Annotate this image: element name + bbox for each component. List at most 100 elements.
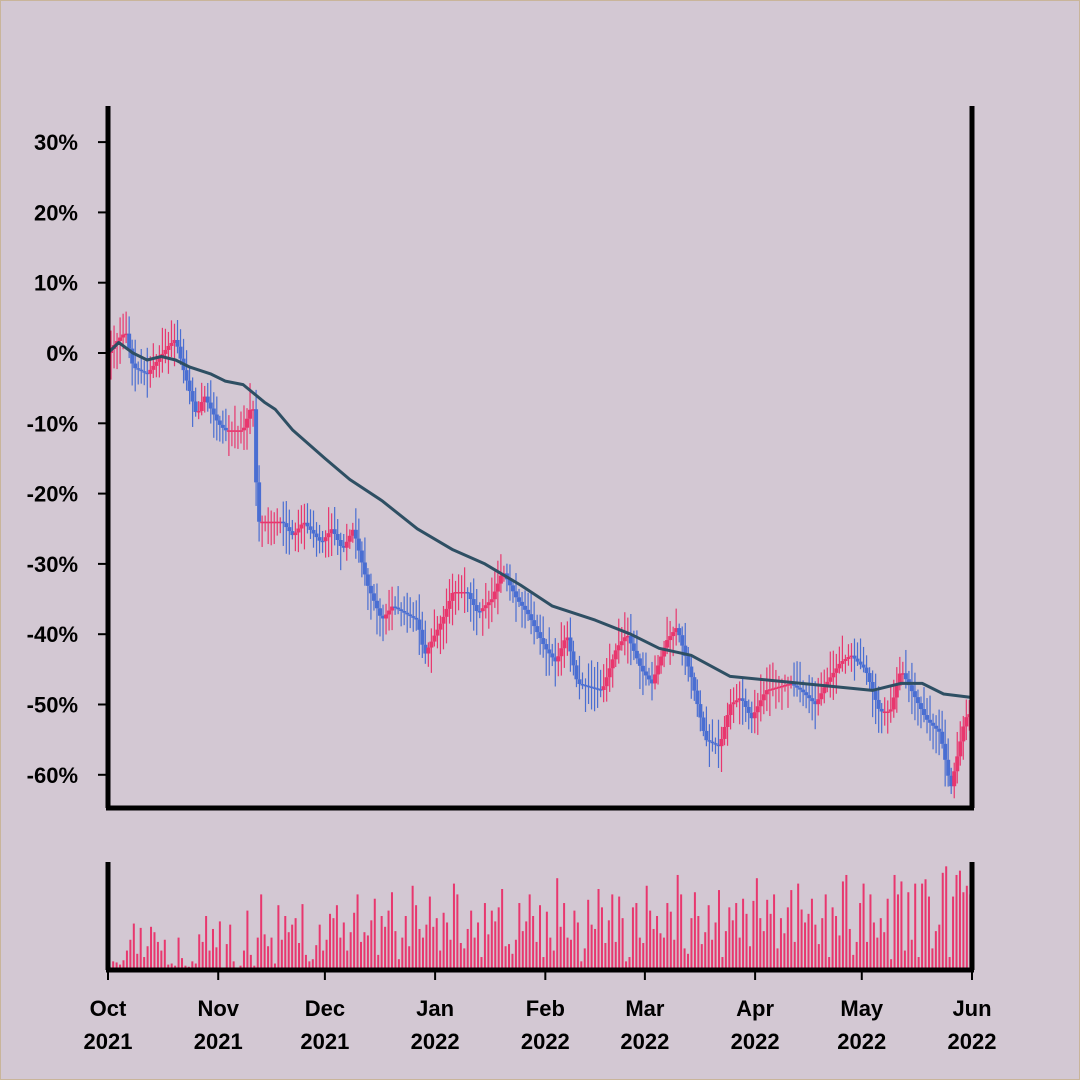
candle-body: [858, 661, 863, 665]
candle-body: [698, 704, 703, 718]
volume-bar: [879, 918, 882, 970]
volume-bar: [635, 903, 638, 970]
candle-body: [190, 391, 195, 402]
candle-body: [943, 743, 948, 760]
candle-body: [296, 528, 301, 533]
candle-body: [311, 529, 316, 534]
candle-body: [876, 699, 881, 709]
candle-body: [746, 706, 751, 713]
candle-body: [281, 521, 286, 524]
volume-bar: [886, 898, 889, 970]
volume-bar: [642, 943, 645, 970]
volume-bar: [607, 920, 610, 970]
candle-body: [568, 637, 573, 652]
volume-bar: [831, 907, 834, 970]
candle-body: [583, 684, 588, 687]
candle-body: [199, 402, 204, 411]
volume-bar: [662, 937, 665, 970]
volume-bar: [215, 947, 218, 970]
x-tick-label-year: 2022: [411, 1029, 460, 1054]
candle-body: [792, 683, 797, 686]
volume-bar: [676, 874, 679, 970]
volume-bar: [387, 910, 390, 970]
candle-body: [495, 583, 500, 592]
volume-bar: [559, 926, 562, 970]
volume-bar: [952, 896, 955, 970]
candle-body: [335, 534, 340, 540]
candle-body: [683, 645, 688, 657]
volume-bar: [724, 931, 727, 970]
candle-body: [220, 424, 225, 428]
volume-bar: [786, 907, 789, 970]
volume-bar: [556, 878, 559, 970]
volume-bar: [363, 932, 366, 970]
volume-bar: [958, 870, 961, 970]
volume-bar: [284, 916, 287, 970]
volume-bar: [638, 937, 641, 970]
candle-body: [918, 703, 923, 710]
volume-bar: [711, 939, 714, 970]
candle-body: [344, 541, 349, 548]
volume-bar: [198, 934, 201, 970]
candle-body: [420, 629, 425, 645]
volume-bar: [566, 937, 569, 970]
volume-bar: [211, 928, 214, 970]
candle-body: [459, 592, 464, 594]
candle-body: [226, 430, 231, 432]
volume-bar: [573, 910, 576, 970]
candle-body: [444, 608, 449, 617]
volume-bar: [611, 894, 614, 970]
volume-bar: [418, 928, 421, 970]
candle-body: [535, 626, 540, 633]
candle-body: [541, 638, 546, 645]
volume-bar: [370, 920, 373, 970]
candle-body: [813, 701, 818, 705]
candle-body: [290, 531, 295, 536]
candle-body: [701, 717, 706, 731]
volume-bar: [965, 885, 968, 970]
volume-bar: [311, 959, 314, 970]
volume-bar: [256, 937, 259, 970]
volume-bar: [759, 918, 762, 970]
candle-body: [752, 712, 757, 719]
volume-bar: [342, 922, 345, 970]
volume-bar: [539, 905, 541, 970]
volume-bar: [459, 943, 462, 970]
volume-bar: [112, 961, 115, 970]
candle-body: [538, 632, 543, 639]
x-axis: Oct 2021 Nov 2021 Dec 2021 Jan 2022 Feb 2022 Mar 20…: [84, 970, 996, 1054]
volume-bar: [160, 950, 163, 970]
volume-bar: [487, 934, 490, 970]
candle-body: [734, 700, 739, 703]
candle-body: [964, 717, 969, 727]
candle-body: [121, 334, 126, 338]
volume-bar: [504, 946, 507, 970]
volume-bar: [962, 892, 965, 970]
volume-bar: [731, 920, 734, 970]
candle-body: [438, 623, 443, 630]
volume-bar: [356, 894, 359, 970]
x-tick-label-month: Jun: [952, 996, 991, 1021]
candle-body: [946, 759, 951, 776]
volume-bar: [404, 916, 407, 970]
candle-body: [387, 610, 392, 615]
volume-bar: [748, 946, 751, 970]
volume-bar: [477, 922, 480, 970]
volume-bar: [318, 924, 321, 970]
candle-body: [662, 647, 667, 657]
x-tick-label-year: 2021: [300, 1029, 349, 1054]
volume-bar: [569, 939, 572, 970]
volume-bar: [848, 928, 851, 970]
candle-body: [314, 533, 319, 538]
candle-body: [489, 599, 494, 603]
candle-body: [405, 612, 410, 615]
candle-body: [293, 532, 298, 536]
volume-bar: [769, 913, 772, 970]
candle-body: [595, 688, 600, 690]
volume-bar: [810, 898, 813, 970]
candle-body: [326, 533, 331, 538]
candle-body: [804, 692, 809, 696]
volume-bar: [876, 937, 879, 970]
volume-bar: [597, 889, 600, 970]
volume-bar: [797, 883, 800, 970]
